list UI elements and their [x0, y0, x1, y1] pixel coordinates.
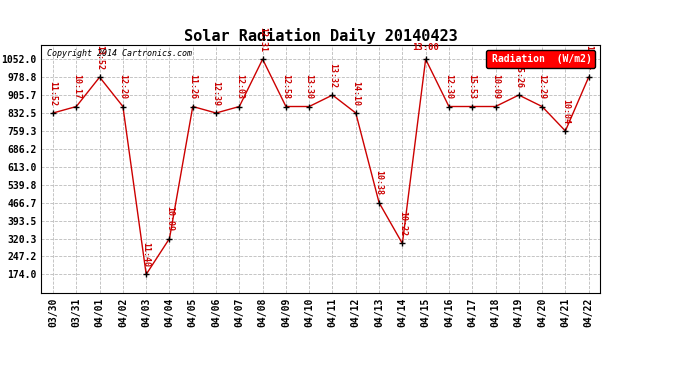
Text: 12:30: 12:30	[444, 74, 453, 99]
Text: 10:04: 10:04	[561, 99, 570, 123]
Legend: Radiation  (W/m2): Radiation (W/m2)	[486, 50, 595, 68]
Text: 12:31: 12:31	[258, 27, 267, 52]
Text: 12:20: 12:20	[119, 74, 128, 99]
Text: 11:52: 11:52	[48, 81, 57, 106]
Text: 13:32: 13:32	[328, 63, 337, 88]
Text: 11:26: 11:26	[188, 74, 197, 99]
Text: 12:39: 12:39	[212, 81, 221, 106]
Text: 10:22: 10:22	[398, 211, 407, 236]
Text: 12:58: 12:58	[282, 74, 290, 99]
Text: 15:53: 15:53	[468, 74, 477, 99]
Text: 10:09: 10:09	[491, 74, 500, 99]
Text: 14:10: 14:10	[351, 81, 360, 106]
Text: 13:52: 13:52	[95, 45, 104, 70]
Text: 13:00: 13:00	[412, 43, 439, 52]
Text: 13:30: 13:30	[305, 74, 314, 99]
Text: 12:03: 12:03	[235, 74, 244, 99]
Text: 11:40: 11:40	[141, 242, 150, 267]
Text: Copyright 2014 Cartronics.com: Copyright 2014 Cartronics.com	[47, 49, 192, 58]
Text: 14:14: 14:14	[584, 45, 593, 70]
Text: 10:38: 10:38	[375, 170, 384, 195]
Text: 15:26: 15:26	[514, 63, 523, 88]
Text: 12:29: 12:29	[538, 74, 546, 99]
Text: 10:17: 10:17	[72, 74, 81, 99]
Title: Solar Radiation Daily 20140423: Solar Radiation Daily 20140423	[184, 28, 457, 44]
Text: 10:09: 10:09	[165, 206, 174, 231]
